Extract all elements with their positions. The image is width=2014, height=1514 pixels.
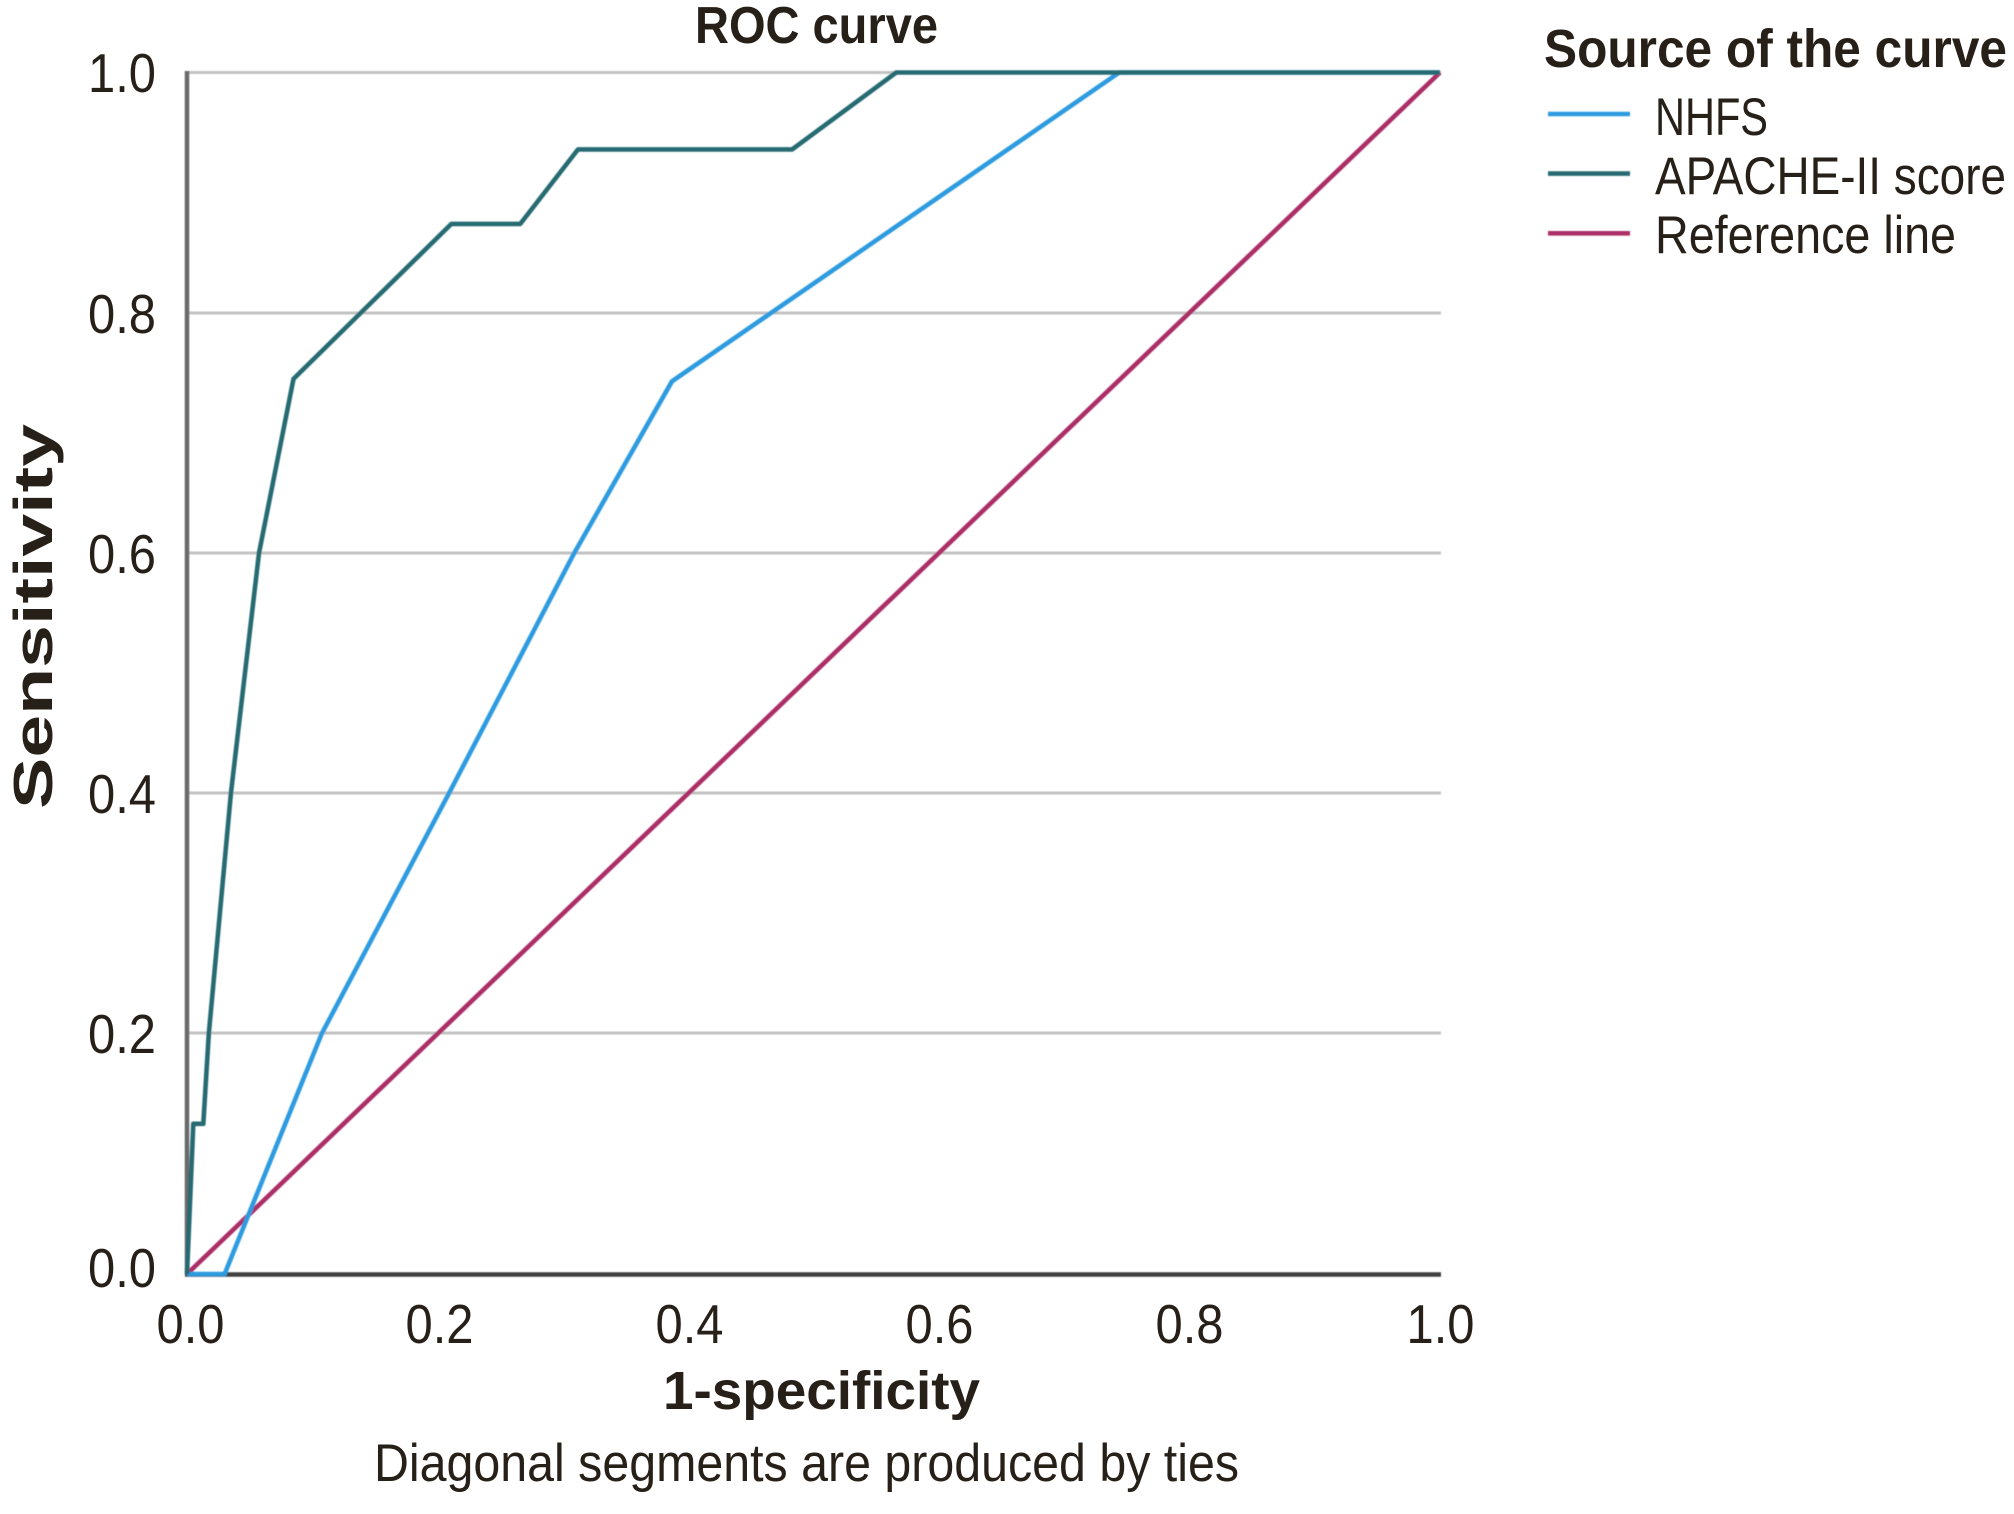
svg-text:Source of the curve: Source of the curve	[1544, 19, 2007, 79]
svg-text:1-specificity: 1-specificity	[663, 1361, 980, 1421]
svg-text:ROC curve: ROC curve	[695, 0, 938, 55]
svg-text:0.2: 0.2	[406, 1293, 474, 1355]
svg-text:0.8: 0.8	[88, 283, 156, 345]
svg-text:0.4: 0.4	[656, 1293, 724, 1355]
svg-text:APACHE-II score: APACHE-II score	[1655, 147, 2006, 206]
svg-text:Reference line: Reference line	[1655, 206, 1956, 265]
svg-text:1.0: 1.0	[1407, 1293, 1475, 1355]
svg-text:1.0: 1.0	[88, 42, 156, 104]
svg-text:0.4: 0.4	[88, 763, 156, 825]
svg-text:0.0: 0.0	[88, 1237, 156, 1299]
svg-text:Sensitivity: Sensitivity	[2, 423, 64, 809]
svg-text:0.2: 0.2	[88, 1003, 156, 1065]
svg-text:Diagonal segments are produced: Diagonal segments are produced by ties	[374, 1434, 1239, 1493]
svg-text:0.0: 0.0	[157, 1293, 225, 1355]
svg-text:0.8: 0.8	[1156, 1293, 1224, 1355]
svg-text:0.6: 0.6	[906, 1293, 974, 1355]
svg-text:NHFS: NHFS	[1655, 88, 1768, 147]
svg-text:0.6: 0.6	[88, 523, 156, 585]
